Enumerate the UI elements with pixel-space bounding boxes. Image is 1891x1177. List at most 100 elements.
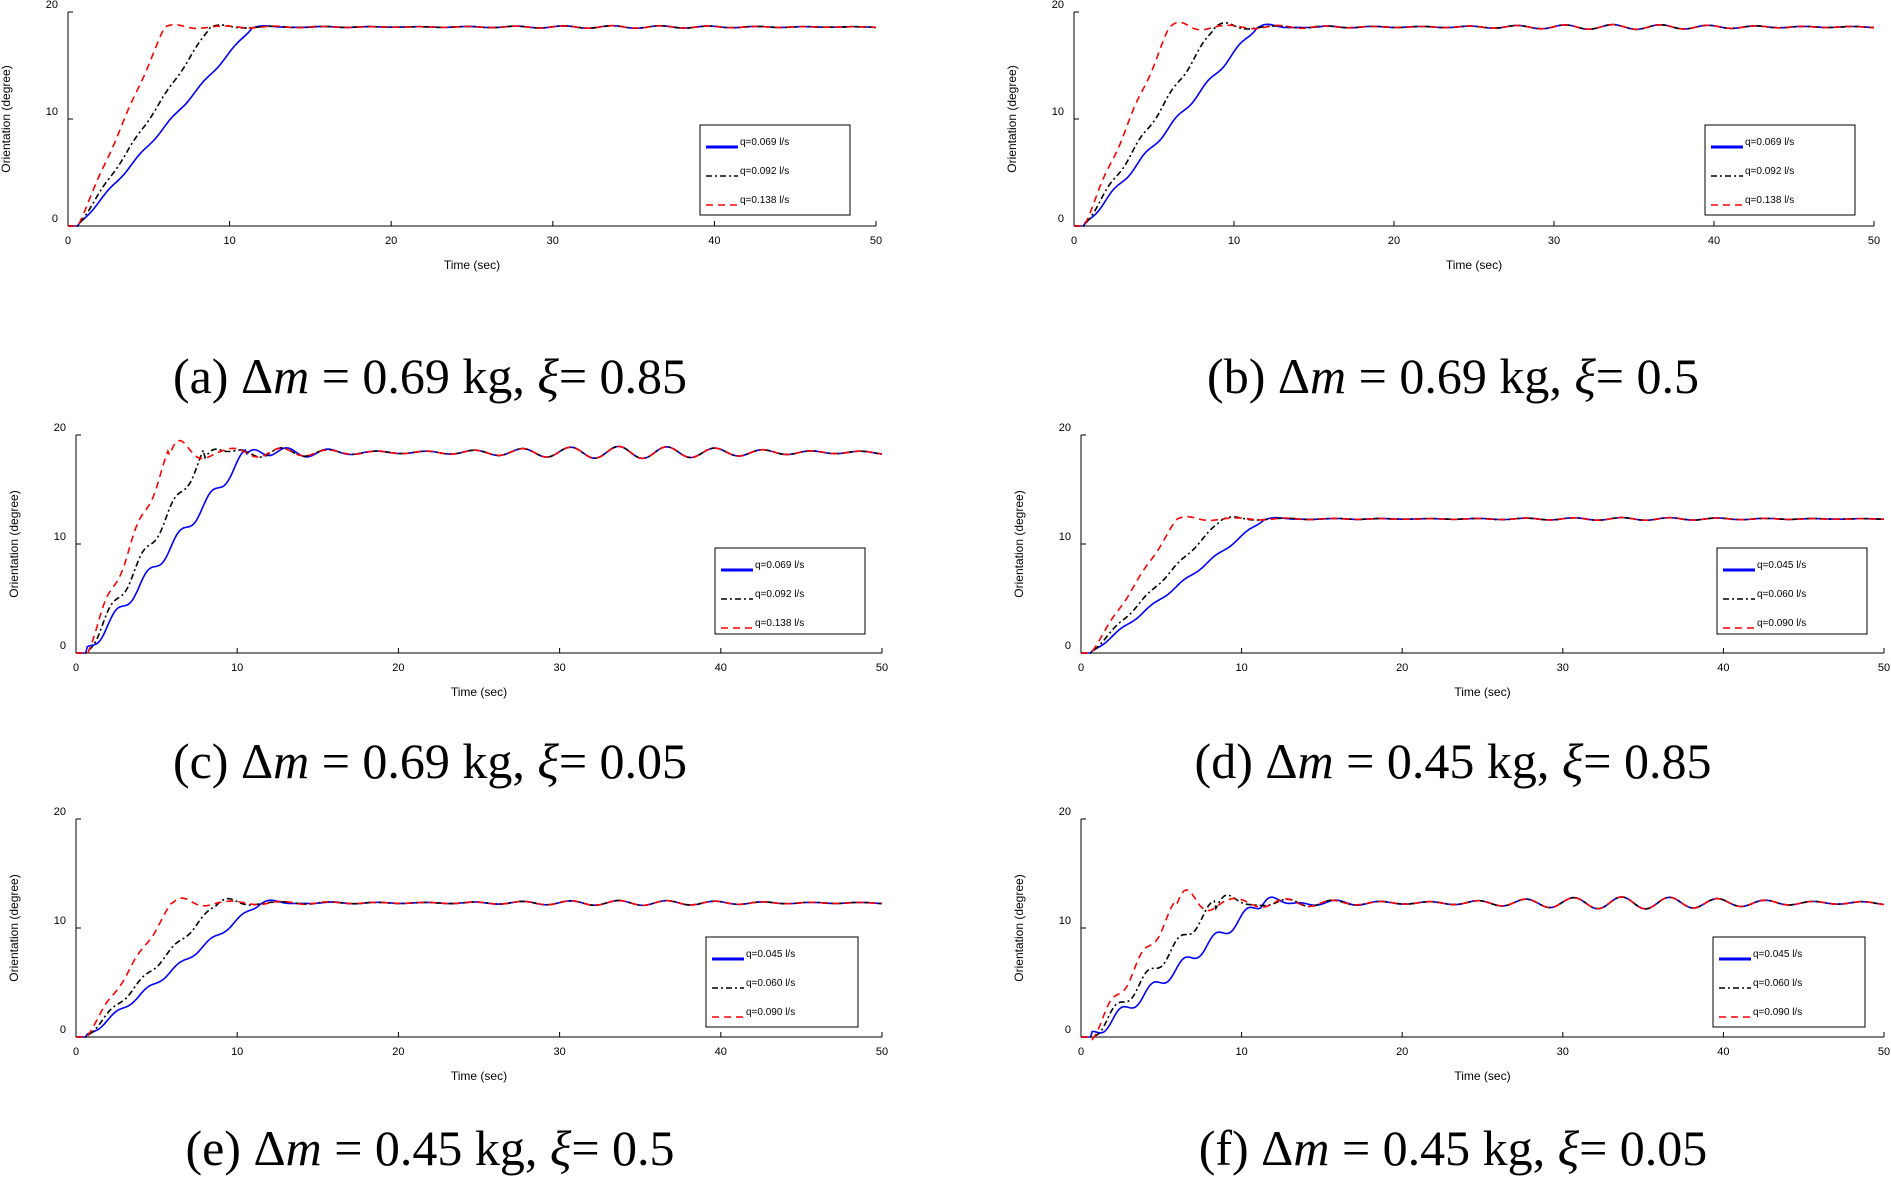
caption-part: m	[273, 348, 309, 404]
caption-part: m	[273, 733, 309, 789]
legend-label: q=0.060 l/s	[1753, 978, 1802, 989]
x-tick-label: 50	[870, 235, 882, 247]
x-tick-label: 20	[1388, 235, 1400, 247]
series-line	[68, 23, 876, 227]
caption-part: ξ	[537, 733, 559, 789]
legend-label: q=0.060 l/s	[746, 978, 795, 989]
legend: q=0.069 l/s q=0.092 l/s q=0.138 l/s	[1704, 124, 1856, 216]
y-tick-label: 20	[1052, 0, 1064, 11]
legend-label: q=0.092 l/s	[1745, 166, 1794, 177]
caption-part: m	[286, 1120, 322, 1176]
x-tick-label: 10	[1235, 662, 1247, 674]
caption-part: = 0.5	[571, 1120, 674, 1176]
x-tick-label: 0	[1071, 235, 1077, 247]
x-tick-label: 0	[1078, 1046, 1084, 1058]
legend-label: q=0.060 l/s	[1757, 589, 1806, 600]
x-tick-label: 30	[553, 1046, 565, 1058]
x-tick-label: 50	[876, 662, 888, 674]
legend-box	[705, 936, 859, 1028]
x-tick-label: 20	[1396, 1046, 1408, 1058]
y-tick-label: 20	[54, 806, 66, 818]
y-tick-label: 10	[1052, 106, 1064, 118]
y-tick-label: 0	[52, 213, 58, 225]
x-tick-label: 0	[65, 235, 71, 247]
caption-part: ξ	[537, 348, 559, 404]
subfigure-caption: (d) Δm = 0.45 kg, ξ= 0.85	[1195, 733, 1712, 789]
y-axis-label: Orientation (degree)	[7, 874, 21, 981]
legend-label: q=0.069 l/s	[740, 137, 789, 148]
legend-label: q=0.045 l/s	[1757, 560, 1806, 571]
caption-part: = 0.69 kg,	[1346, 348, 1574, 404]
series-line	[76, 897, 882, 1038]
x-tick-label: 50	[876, 1046, 888, 1058]
legend-label: q=0.045 l/s	[746, 949, 795, 960]
series-line	[1081, 889, 1885, 1041]
x-tick-label: 10	[1235, 1046, 1247, 1058]
y-tick-label: 20	[1059, 806, 1071, 818]
y-tick-label: 10	[1059, 915, 1071, 927]
legend-label: q=0.138 l/s	[740, 195, 789, 206]
x-axis-label: Time (sec)	[1446, 258, 1502, 272]
y-tick-label: 20	[46, 0, 58, 11]
caption-part: = 0.69 kg,	[309, 733, 537, 789]
subfigure-caption: (f) Δm = 0.45 kg, ξ= 0.05	[1199, 1120, 1708, 1176]
x-tick-label: 10	[231, 1046, 243, 1058]
legend-box	[714, 547, 866, 635]
x-tick-label: 10	[231, 662, 243, 674]
caption-part: m	[1293, 1120, 1329, 1176]
caption-part: = 0.05	[1579, 1120, 1707, 1176]
caption-part: = 0.45 kg,	[1329, 1120, 1557, 1176]
legend: q=0.069 l/s q=0.092 l/s q=0.138 l/s	[699, 124, 851, 216]
x-tick-label: 50	[1878, 1046, 1890, 1058]
caption-part: = 0.5	[1596, 348, 1699, 404]
y-axis-label: Orientation (degree)	[1005, 65, 1019, 172]
x-axis-label: Time (sec)	[451, 685, 507, 699]
caption-part: = 0.85	[559, 348, 687, 404]
x-tick-label: 20	[392, 662, 404, 674]
x-tick-label: 30	[1557, 1046, 1569, 1058]
caption-part: (a) Δ	[173, 348, 273, 404]
legend: q=0.045 l/s q=0.060 l/s q=0.090 l/s	[705, 936, 859, 1028]
y-tick-label: 10	[46, 106, 58, 118]
subfigure-caption: (c) Δm = 0.69 kg, ξ= 0.05	[173, 733, 687, 789]
chart-d: 0 10 20 30 40 50 0 10 20 Time (sec) Orientation (d…	[1012, 422, 1890, 789]
x-tick-label: 0	[73, 1046, 79, 1058]
y-tick-label: 10	[1059, 531, 1071, 543]
y-tick-label: 10	[54, 531, 66, 543]
x-axis-label: Time (sec)	[1454, 685, 1510, 699]
caption-part: m	[1298, 733, 1334, 789]
x-tick-label: 40	[715, 1046, 727, 1058]
caption-part: = 0.45 kg,	[322, 1120, 550, 1176]
y-tick-label: 0	[1058, 213, 1064, 225]
series-line	[1081, 515, 1884, 654]
caption-part: = 0.45 kg,	[1334, 733, 1562, 789]
x-tick-label: 40	[715, 662, 727, 674]
y-tick-label: 0	[1065, 640, 1071, 652]
series-line	[76, 439, 883, 656]
x-tick-label: 40	[708, 235, 720, 247]
x-axis-label: Time (sec)	[444, 258, 500, 272]
x-tick-label: 20	[392, 1046, 404, 1058]
caption-part: m	[1310, 348, 1346, 404]
y-tick-label: 20	[1059, 422, 1071, 434]
x-tick-label: 0	[1078, 662, 1084, 674]
caption-part: ξ	[1574, 348, 1596, 404]
legend-box	[1704, 124, 1856, 216]
x-tick-label: 20	[1396, 662, 1408, 674]
y-tick-label: 20	[54, 422, 66, 434]
subfigure-caption: (b) Δm = 0.69 kg, ξ= 0.5	[1207, 348, 1699, 404]
x-tick-label: 50	[1868, 235, 1880, 247]
chart-e: 0 10 20 30 40 50 0 10 20 Time (sec) Orientation (d…	[7, 806, 888, 1176]
legend: q=0.045 l/s q=0.060 l/s q=0.090 l/s	[1712, 936, 1866, 1028]
x-axis-label: Time (sec)	[1454, 1069, 1510, 1083]
legend-box	[699, 124, 851, 216]
caption-part: ξ	[1558, 1120, 1580, 1176]
legend-label: q=0.090 l/s	[1753, 1007, 1802, 1018]
x-tick-label: 0	[73, 662, 79, 674]
y-tick-label: 0	[1065, 1024, 1071, 1036]
legend-label: q=0.092 l/s	[740, 166, 789, 177]
y-tick-label: 0	[60, 1024, 66, 1036]
y-tick-label: 10	[54, 915, 66, 927]
x-tick-label: 40	[1717, 662, 1729, 674]
